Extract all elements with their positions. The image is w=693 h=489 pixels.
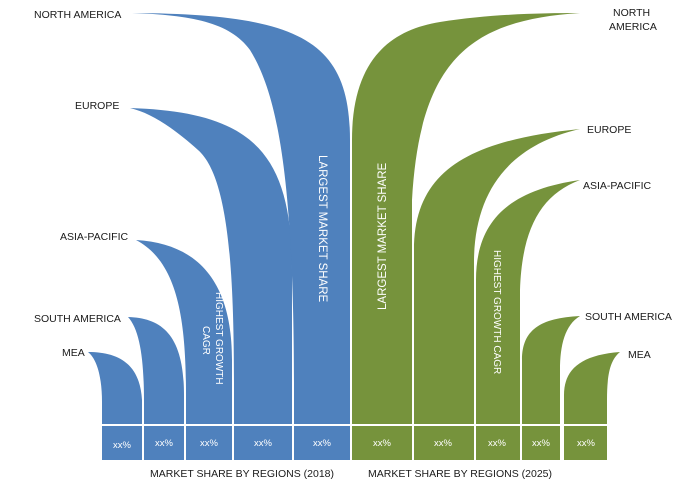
left-region-europe: EUROPE [75, 100, 119, 112]
right-mea-stem [564, 352, 620, 460]
right-panel-2025: xx% xx% xx% xx% xx% LARGEST MARKET SHARE… [352, 7, 672, 480]
right-region-asia-pacific: ASIA-PACIFIC [583, 180, 651, 192]
right-pct-north-america: xx% [373, 438, 392, 449]
left-pct-europe: xx% [254, 438, 273, 449]
right-caption: MARKET SHARE BY REGIONS (2025) [368, 468, 552, 480]
left-growth-label-line1: HIGHEST GROWTH [213, 292, 224, 385]
right-europe-stem [414, 129, 580, 460]
left-asia-pacific-stem [136, 240, 232, 460]
right-pct-mea: xx% [577, 438, 596, 449]
left-caption: MARKET SHARE BY REGIONS (2018) [150, 468, 334, 480]
right-asia-pacific-stem [476, 180, 580, 460]
right-largest-share-label: LARGEST MARKET SHARE [377, 162, 389, 310]
left-pct-asia-pacific: xx% [200, 438, 219, 449]
right-region-mea: MEA [628, 349, 651, 361]
left-pct-north-america: xx% [313, 438, 332, 449]
right-growth-label: HIGHEST GROWTH CAGR [491, 250, 502, 374]
right-region-south-america: SOUTH AMERICA [585, 311, 672, 323]
right-region-north-america-line1: NORTH [613, 7, 650, 19]
left-europe-stem [130, 108, 292, 460]
right-region-europe: EUROPE [587, 124, 631, 136]
left-pct-south-america: xx% [155, 438, 174, 449]
left-region-north-america: NORTH AMERICA [34, 9, 121, 21]
right-pct-europe: xx% [434, 438, 453, 449]
right-pct-south-america: xx% [532, 438, 551, 449]
left-panel-2018: xx% xx% xx% xx% xx% LARGEST MARKET SHARE… [34, 9, 350, 480]
left-north-america-stem [132, 13, 350, 460]
left-largest-share-label: LARGEST MARKET SHARE [316, 155, 328, 303]
left-region-asia-pacific: ASIA-PACIFIC [60, 231, 128, 243]
left-growth-label-line2: CAGR [200, 326, 211, 355]
right-north-america-stem [352, 13, 580, 460]
right-region-north-america-line2: AMERICA [609, 21, 657, 33]
left-region-south-america: SOUTH AMERICA [34, 313, 121, 325]
left-mea-stem [88, 352, 142, 460]
left-pct-mea: xx% [113, 440, 132, 451]
right-pct-asia-pacific: xx% [488, 438, 507, 449]
left-region-mea: MEA [62, 347, 85, 359]
